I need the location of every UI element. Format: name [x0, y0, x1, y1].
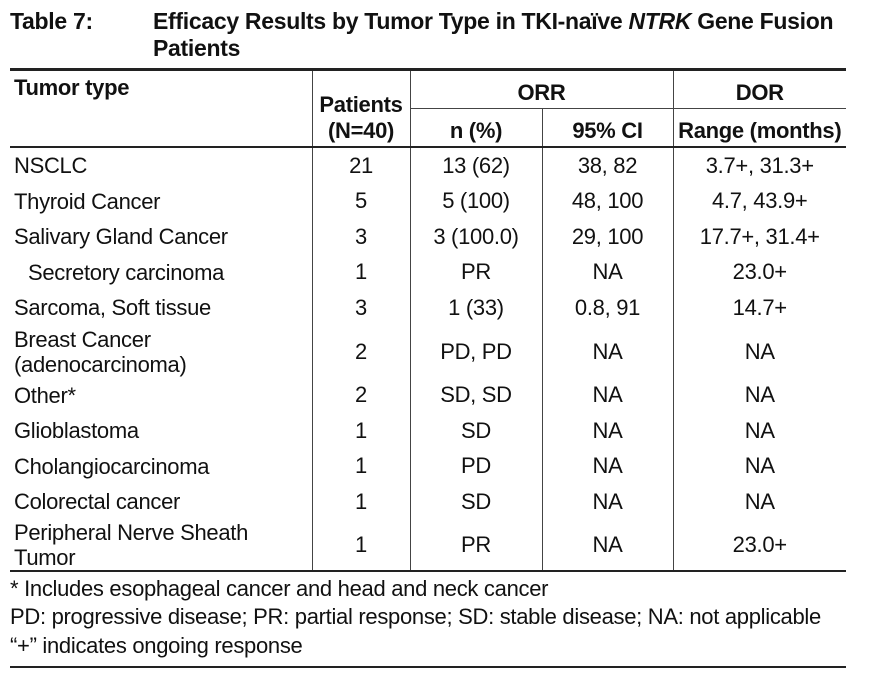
cell-tumor: Thyroid Cancer	[14, 188, 161, 214]
header-range: Range (months)	[672, 108, 846, 147]
cell-patients: 2	[311, 325, 410, 378]
footnote-other: * Includes esophageal cancer and head an…	[10, 575, 549, 601]
cell-tumor: Secretory carcinoma	[28, 259, 225, 285]
table-row: Thyroid Cancer 5 5 (100) 48, 100 4.7, 43…	[10, 183, 846, 219]
cell-patients: 21	[311, 147, 410, 184]
cell-patients: 2	[311, 377, 410, 413]
header-orr: ORR	[410, 69, 673, 109]
table-caption: Table 7: Efficacy Results by Tumor Type …	[10, 8, 846, 62]
cell-patients: 1	[311, 519, 410, 571]
table-body: NSCLC 21 13 (62) 38, 82 3.7+, 31.3+ Thyr…	[10, 147, 846, 571]
cell-n: 1 (33)	[409, 290, 542, 326]
cell-ci: NA	[541, 484, 673, 520]
cell-tumor: Cholangiocarcinoma	[14, 453, 210, 479]
cell-patients: 1	[311, 448, 410, 484]
cell-range: 17.7+, 31.4+	[672, 219, 846, 255]
cell-ci: NA	[541, 413, 673, 449]
cell-ci: 0.8, 91	[541, 290, 673, 326]
cell-tumor: Peripheral Nerve Sheath Tumor	[14, 519, 249, 570]
cell-patients: 1	[311, 484, 410, 520]
table-row: Secretory carcinoma 1 PR NA 23.0+	[10, 254, 846, 290]
title-gene: NTRK	[628, 8, 692, 34]
table-footnotes: * Includes esophageal cancer and head an…	[10, 572, 846, 668]
header-dor: DOR	[672, 69, 846, 109]
cell-n: 13 (62)	[409, 147, 542, 184]
cell-range: NA	[672, 448, 846, 484]
efficacy-table: Tumor type Patients (N=40) ORR DOR n (%) …	[10, 68, 846, 572]
cell-patients: 1	[311, 254, 410, 290]
cell-n: 5 (100)	[409, 183, 542, 219]
cell-patients: 1	[311, 413, 410, 449]
cell-tumor-line2: (adenocarcinoma)	[14, 351, 187, 377]
cell-n: PD	[409, 448, 542, 484]
cell-ci: 38, 82	[541, 147, 673, 184]
cell-tumor-line1: Breast Cancer	[14, 326, 151, 352]
table-row: Other* 2 SD, SD NA NA	[10, 377, 846, 413]
cell-tumor: Glioblastoma	[14, 418, 139, 444]
table-row: Breast Cancer (adenocarcinoma) 2 PD, PD N…	[10, 325, 846, 378]
table-row: Colorectal cancer 1 SD NA NA	[10, 484, 846, 520]
cell-n: PD, PD	[409, 325, 542, 378]
table-row: NSCLC 21 13 (62) 38, 82 3.7+, 31.3+	[10, 147, 846, 184]
cell-range: NA	[672, 484, 846, 520]
cell-tumor: Sarcoma, Soft tissue	[14, 295, 211, 321]
cell-n: SD	[409, 413, 542, 449]
table-row: Glioblastoma 1 SD NA NA	[10, 413, 846, 449]
cell-tumor: NSCLC	[14, 153, 88, 179]
table-row: Cholangiocarcinoma 1 PD NA NA	[10, 448, 846, 484]
table-number: Table 7:	[10, 8, 93, 34]
table-document: Table 7: Efficacy Results by Tumor Type …	[10, 8, 846, 668]
header-ci: 95% CI	[541, 108, 673, 147]
header-tumor-type: Tumor type	[14, 75, 130, 100]
cell-n: PR	[409, 254, 542, 290]
cell-ci: NA	[541, 325, 673, 378]
cell-ci: 48, 100	[541, 183, 673, 219]
cell-range: NA	[672, 377, 846, 413]
cell-ci: NA	[541, 519, 673, 571]
cell-patients: 3	[311, 219, 410, 255]
header-patients-line1: Patients	[319, 92, 403, 117]
cell-ci: NA	[541, 254, 673, 290]
cell-range: 14.7+	[672, 290, 846, 326]
cell-tumor: Salivary Gland Cancer	[14, 224, 228, 250]
header-patients: Patients (N=40)	[311, 69, 411, 147]
cell-range: 3.7+, 31.3+	[672, 147, 846, 184]
cell-range: 23.0+	[672, 519, 846, 571]
table-row: Peripheral Nerve Sheath Tumor 1 PR NA 23…	[10, 519, 846, 571]
cell-range: NA	[672, 413, 846, 449]
title-text-2: Gene Fusion Patients	[153, 8, 834, 61]
cell-range: 4.7, 43.9+	[672, 183, 846, 219]
footnote-ongoing: “+” indicates ongoing response	[10, 632, 303, 658]
cell-range: 23.0+	[672, 254, 846, 290]
table-row: Salivary Gland Cancer 3 3 (100.0) 29, 10…	[10, 219, 846, 255]
cell-tumor: Colorectal cancer	[14, 489, 181, 515]
header-n-pct: n (%)	[449, 118, 503, 143]
cell-patients: 5	[311, 183, 410, 219]
cell-tumor: Breast Cancer (adenocarcinoma)	[10, 326, 312, 378]
header-patients-line2: (N=40)	[327, 118, 395, 143]
cell-ci: 29, 100	[541, 219, 673, 255]
cell-n: SD	[409, 484, 542, 520]
footnote-abbreviations: PD: progressive disease; PR: partial res…	[10, 604, 821, 629]
cell-ci: NA	[541, 448, 673, 484]
table-row: Sarcoma, Soft tissue 3 1 (33) 0.8, 91 14…	[10, 290, 846, 326]
cell-n: PR	[409, 519, 542, 571]
cell-n: SD, SD	[409, 377, 542, 413]
cell-n: 3 (100.0)	[409, 219, 542, 255]
table-title: Efficacy Results by Tumor Type in TKI-na…	[153, 8, 846, 62]
table-header: Tumor type Patients (N=40) ORR DOR n (%) …	[10, 69, 846, 147]
cell-tumor: Other*	[14, 382, 76, 408]
cell-ci: NA	[541, 377, 673, 413]
cell-range: NA	[672, 325, 846, 378]
title-text-1: Efficacy Results by Tumor Type in TKI-na…	[153, 8, 629, 34]
cell-patients: 3	[311, 290, 410, 326]
